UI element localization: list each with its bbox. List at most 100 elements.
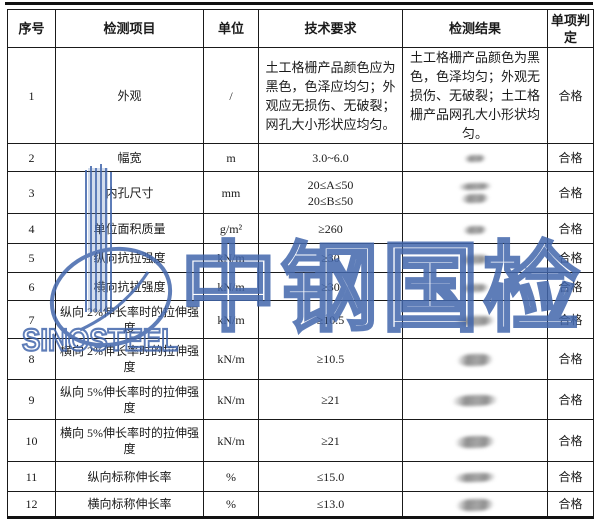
table-row: 7 纵向 2%伸长率时的拉伸强度 kN/m ≥10.5 合格 (7, 300, 594, 339)
redacted-result (462, 225, 488, 235)
cell-requirement: ≥21 (258, 379, 403, 420)
cell-verdict: 合格 (547, 143, 594, 172)
table-row: 8 横向 2%伸长率时的拉伸强度 kN/m ≥10.5 合格 (7, 338, 594, 380)
cell-item: 内孔尺寸 (55, 171, 204, 214)
cell-result (402, 461, 548, 492)
cell-unit: kN/m (203, 300, 259, 339)
cell-verdict: 合格 (547, 300, 594, 339)
cell-unit: m (203, 143, 259, 172)
cell-requirement: ≥30 (258, 272, 403, 301)
cell-result (402, 338, 548, 380)
cell-item: 单位面积质量 (55, 213, 204, 244)
cell-verdict: 合格 (547, 213, 594, 244)
cell-unit: g/m² (203, 213, 259, 244)
redacted-result (451, 394, 499, 408)
table-row: 4 单位面积质量 g/m² ≥260 合格 (7, 213, 594, 244)
table-row: 5 纵向抗拉强度 kN/m ≥30 合格 (7, 243, 594, 273)
cell-item: 纵向 5%伸长率时的拉伸强度 (55, 379, 204, 420)
cell-result (402, 143, 548, 172)
cell-requirement: 土工格栅产品颜色应为黑色，色泽应均匀；外观应无损伤、无破裂；网孔大小形状应均匀。 (258, 47, 403, 144)
col-header-verdict: 单项判定 (547, 9, 594, 48)
redacted-result (454, 435, 496, 449)
cell-requirement: ≥260 (258, 213, 403, 244)
cell-unit: mm (203, 171, 259, 214)
redacted-result (459, 254, 491, 265)
table-row: 1 外观 / 土工格栅产品颜色应为黑色，色泽应均匀；外观应无损伤、无破裂；网孔大… (7, 47, 594, 144)
cell-unit: % (203, 461, 259, 492)
redacted-result (453, 472, 497, 483)
col-header-requirement: 技术要求 (258, 9, 403, 48)
cell-verdict: 合格 (547, 272, 594, 301)
cell-unit: kN/m (203, 419, 259, 462)
cell-item: 外观 (55, 47, 204, 144)
cell-result (402, 300, 548, 339)
cell-no: 12 (7, 491, 56, 518)
cell-item: 幅宽 (55, 143, 204, 172)
cell-requirement: 3.0~6.0 (258, 143, 403, 172)
cell-result (402, 272, 548, 301)
cell-requirement: ≥10.5 (258, 338, 403, 380)
cell-item: 横向抗拉强度 (55, 272, 204, 301)
cell-unit: kN/m (203, 338, 259, 380)
redacted-result (460, 283, 490, 293)
cell-no: 7 (7, 300, 56, 339)
cell-unit: % (203, 491, 259, 518)
table-row: 11 纵向标称伸长率 % ≤15.0 合格 (7, 461, 594, 492)
cell-no: 4 (7, 213, 56, 244)
cell-no: 8 (7, 338, 56, 380)
cell-item: 横向 2%伸长率时的拉伸强度 (55, 338, 204, 380)
cell-no: 9 (7, 379, 56, 420)
cell-item: 横向标称伸长率 (55, 491, 204, 518)
cell-verdict: 合格 (547, 491, 594, 518)
table-row: 9 纵向 5%伸长率时的拉伸强度 kN/m ≥21 合格 (7, 379, 594, 420)
table-row: 12 横向标称伸长率 % ≤13.0 合格 (7, 491, 594, 518)
cell-verdict: 合格 (547, 47, 594, 144)
table-row: 10 横向 5%伸长率时的拉伸强度 kN/m ≥21 合格 (7, 419, 594, 462)
cell-no: 1 (7, 47, 56, 144)
cell-no: 6 (7, 272, 56, 301)
cell-unit: kN/m (203, 272, 259, 301)
cell-result (402, 419, 548, 462)
table-header-row: 序号 检测项目 单位 技术要求 检测结果 单项判定 (7, 9, 594, 48)
cell-item: 横向 5%伸长率时的拉伸强度 (55, 419, 204, 462)
cell-no: 10 (7, 419, 56, 462)
cell-unit: / (203, 47, 259, 144)
cell-result (402, 491, 548, 518)
table-row: 2 幅宽 m 3.0~6.0 合格 (7, 143, 594, 172)
inspection-table: 序号 检测项目 单位 技术要求 检测结果 单项判定 1 外观 / 土工格栅产品颜… (7, 9, 594, 519)
cell-result (402, 171, 548, 214)
cell-requirement: 20≤A≤50 20≤B≤50 (258, 171, 403, 214)
cell-no: 11 (7, 461, 56, 492)
cell-no: 2 (7, 143, 56, 172)
top-rule (5, 2, 593, 5)
cell-requirement: ≥10.5 (258, 300, 403, 339)
cell-requirement: ≥21 (258, 419, 403, 462)
cell-requirement: ≤15.0 (258, 461, 403, 492)
cell-result (402, 213, 548, 244)
cell-result: 土工格栅产品颜色为黑色，色泽均匀；外观无损伤、无破裂；土工格栅产品网孔大小形状均… (402, 47, 548, 144)
cell-no: 3 (7, 171, 56, 214)
cell-no: 5 (7, 243, 56, 273)
cell-item: 纵向标称伸长率 (55, 461, 204, 492)
cell-result (402, 243, 548, 273)
cell-verdict: 合格 (547, 338, 594, 380)
cell-verdict: 合格 (547, 419, 594, 462)
table-row: 6 横向抗拉强度 kN/m ≥30 合格 (7, 272, 594, 301)
cell-verdict: 合格 (547, 461, 594, 492)
col-header-unit: 单位 (203, 9, 259, 48)
cell-verdict: 合格 (547, 379, 594, 420)
redacted-result (455, 498, 495, 512)
cell-requirement: ≤13.0 (258, 491, 403, 518)
cell-unit: kN/m (203, 379, 259, 420)
cell-unit: kN/m (203, 243, 259, 273)
redacted-result (456, 353, 494, 367)
cell-verdict: 合格 (547, 171, 594, 214)
redacted-result (460, 193, 490, 203)
cell-result (402, 379, 548, 420)
col-header-result: 检测结果 (402, 9, 548, 48)
col-header-no: 序号 (7, 9, 56, 48)
redacted-result (463, 154, 487, 163)
cell-item: 纵向抗拉强度 (55, 243, 204, 273)
col-header-item: 检测项目 (55, 9, 204, 48)
cell-item: 纵向 2%伸长率时的拉伸强度 (55, 300, 204, 339)
